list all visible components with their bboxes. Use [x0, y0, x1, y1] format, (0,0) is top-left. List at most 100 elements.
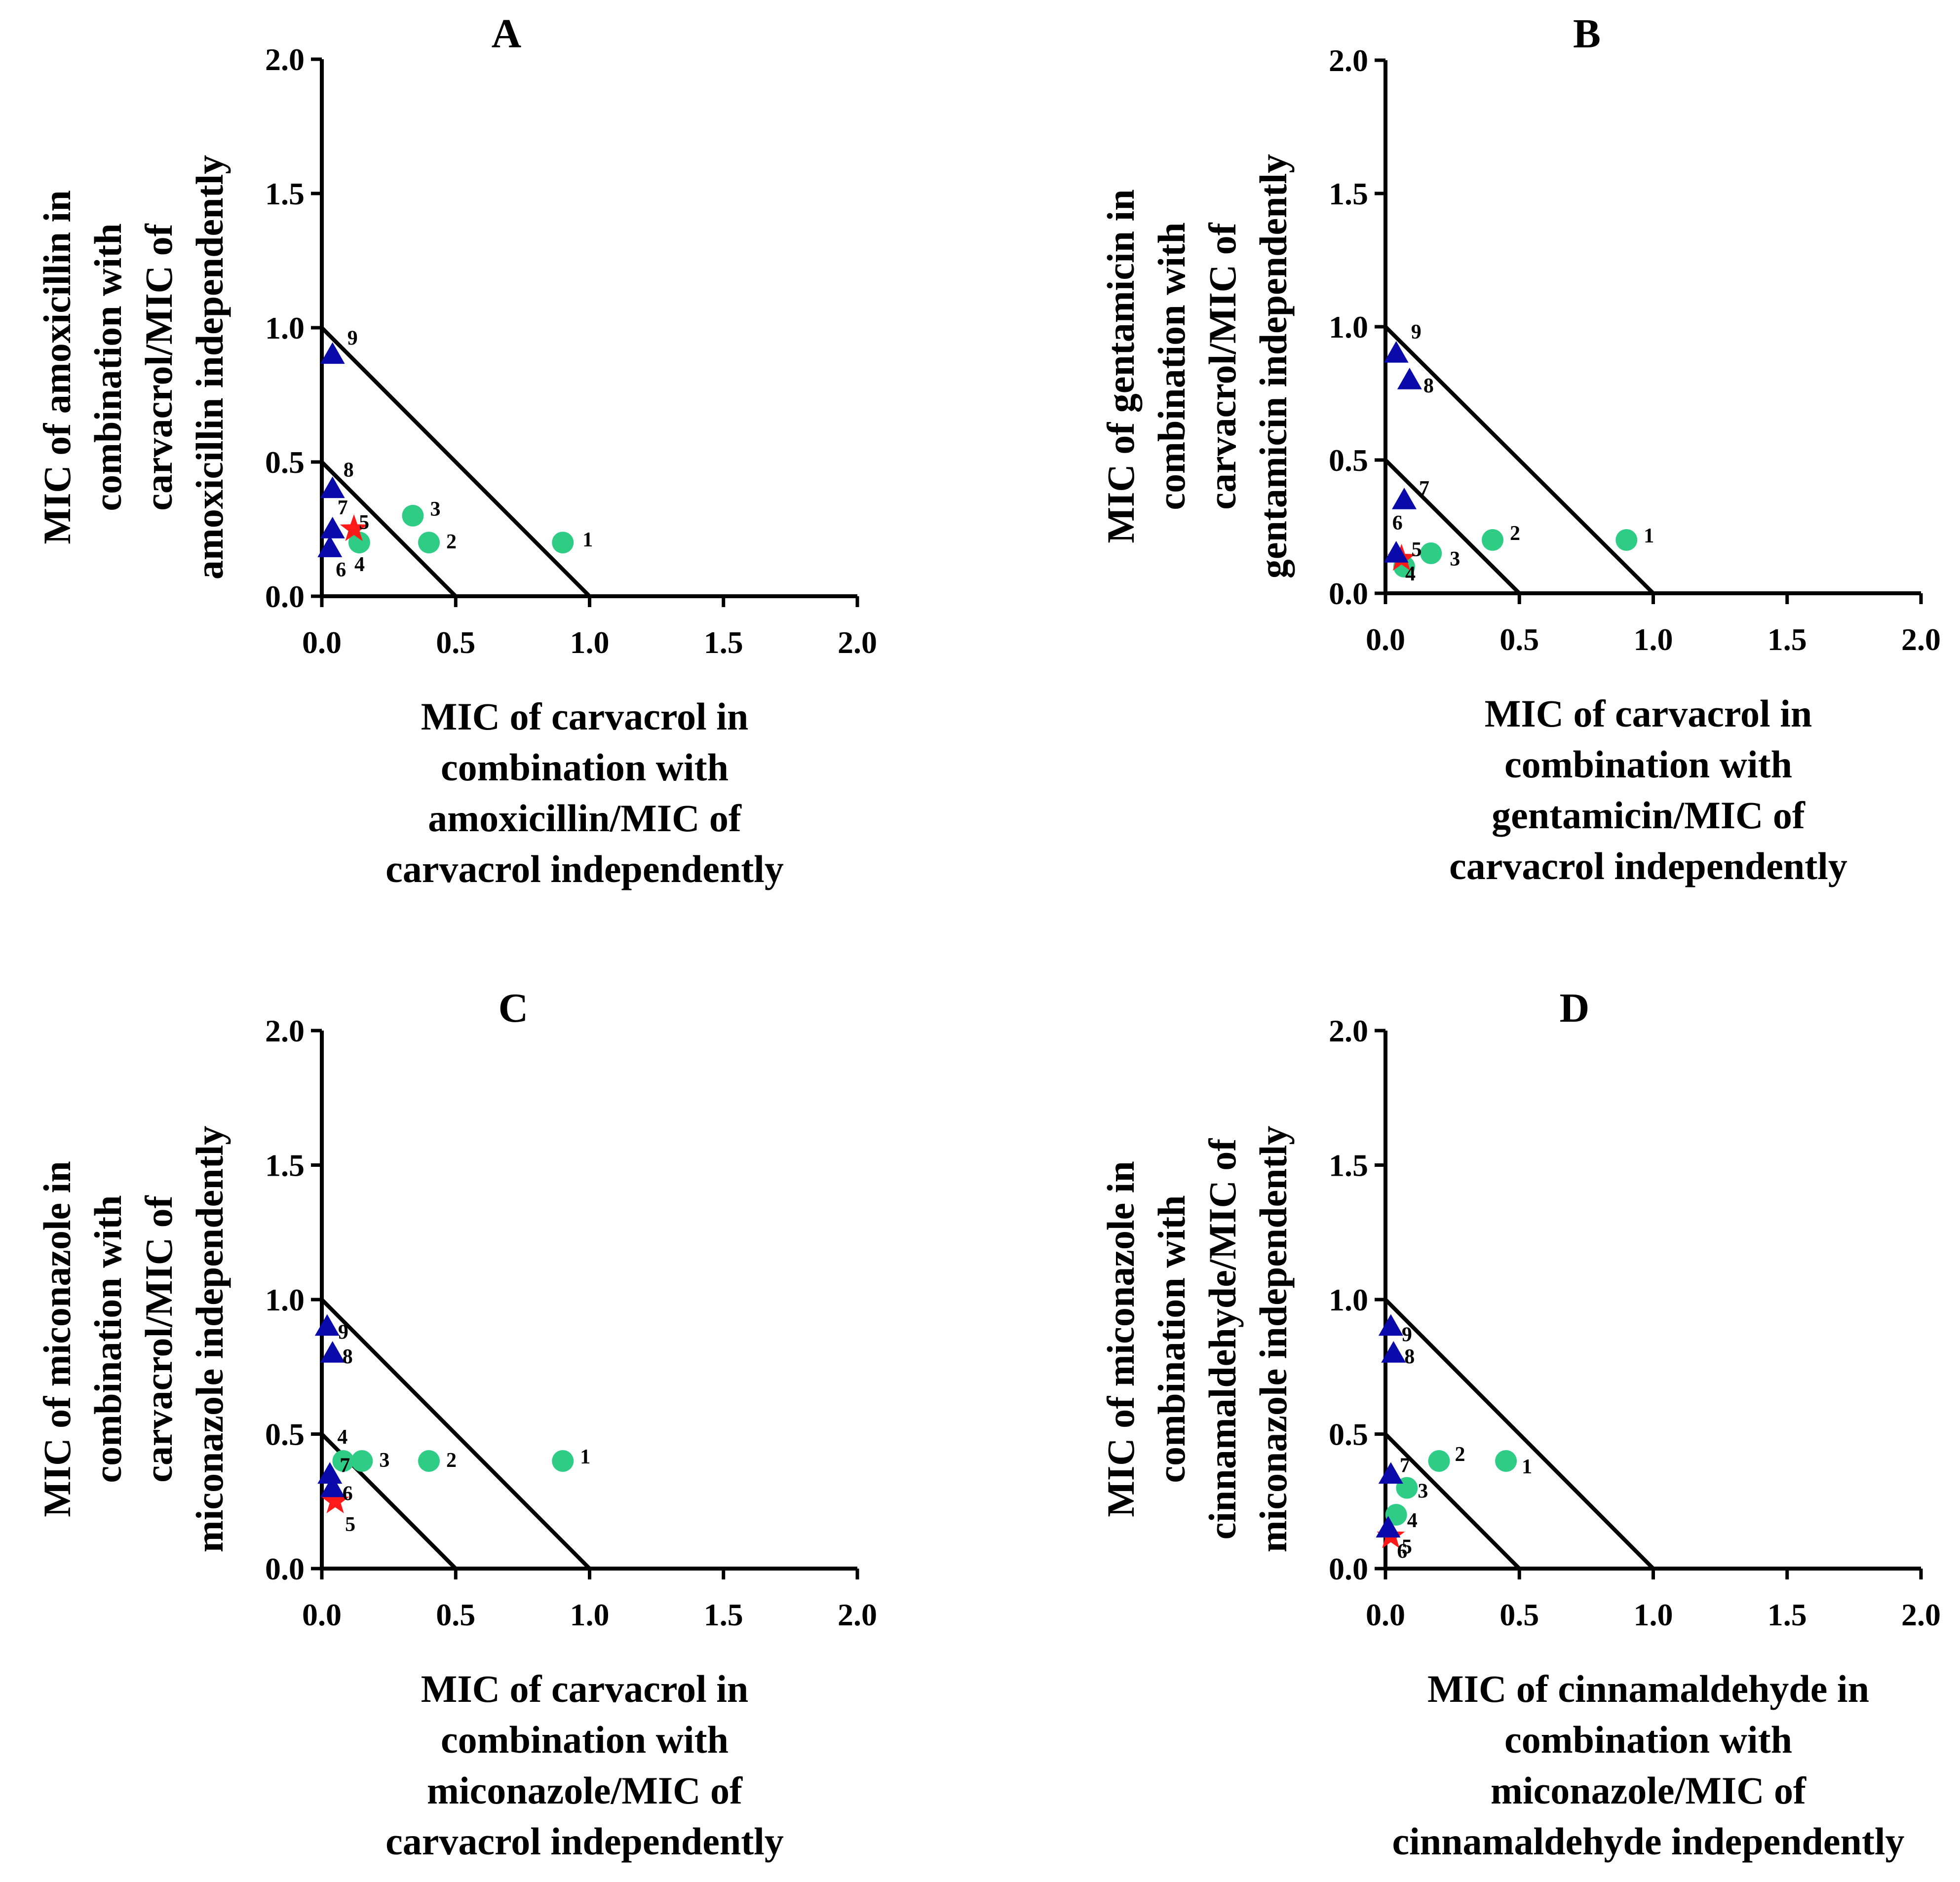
x-axis-label: combination with — [441, 1718, 729, 1761]
y-tick-label: 0.0 — [1329, 1551, 1368, 1586]
triangle-marker — [320, 517, 345, 538]
circle-marker — [1428, 1450, 1450, 1472]
x-tick-label: 1.0 — [1634, 622, 1673, 657]
y-tick-label: 0.5 — [1329, 1417, 1368, 1452]
circle-marker — [552, 532, 574, 554]
x-axis-label: miconazole/MIC of — [427, 1769, 743, 1812]
x-axis-label: carvacrol independently — [1449, 845, 1847, 887]
y-axis-label-group: MIC of miconazole in combination with cinn… — [1099, 1126, 1295, 1553]
y-axis-label: MIC of gentamicin in — [1099, 189, 1142, 543]
x-axis-label: MIC of carvacrol in — [1485, 692, 1812, 735]
x-tick-label: 0.5 — [436, 625, 475, 660]
data-point: 8 — [320, 1341, 353, 1368]
y-axis-label: carvacrol/MIC of — [137, 223, 180, 510]
circle-marker — [1482, 529, 1503, 551]
panel-d: D 0.0 0.5 1.0 1.5 2.0 0.0 0.5 1.0 1.5 2.0 MIC of ci… — [1099, 985, 1941, 1863]
point-label: 9 — [338, 1321, 348, 1344]
triangle-marker — [317, 1462, 343, 1484]
y-axis-label: cinnamaldehyde/MIC of — [1201, 1138, 1244, 1540]
fici-1.0-line — [320, 326, 591, 598]
data-point: 6 — [320, 1475, 353, 1505]
y-axis-label: gentamicin independently — [1252, 154, 1295, 578]
x-axis-label: amoxicillin/MIC of — [428, 797, 742, 840]
data-point: 9 — [320, 327, 358, 364]
y-axis-label: combination with — [86, 1195, 129, 1483]
data-point: 3 — [402, 498, 440, 527]
point-label: 6 — [336, 559, 346, 581]
fici-1.0-line — [320, 1298, 591, 1570]
data-point: 1 — [1495, 1450, 1532, 1478]
x-tick-label: 2.0 — [838, 1597, 877, 1632]
x-tick-label: 1.5 — [704, 1597, 743, 1632]
point-label: 8 — [1404, 1345, 1415, 1368]
x-axis-label: cinnamaldehyde independently — [1392, 1820, 1904, 1863]
triangle-marker — [1391, 488, 1417, 509]
triangle-marker — [1384, 541, 1409, 563]
x-tick-label: 0.5 — [1499, 622, 1539, 657]
y-axis-label: amoxicillin independently — [188, 155, 231, 579]
point-label: 2 — [1455, 1443, 1465, 1466]
y-tick-label: 1.5 — [265, 1148, 305, 1183]
y-axis-label: combination with — [1150, 1195, 1193, 1483]
x-tick-label: 1.0 — [570, 1597, 610, 1632]
data-point: 3 — [1420, 542, 1460, 571]
circle-marker — [418, 1450, 440, 1472]
data-point: 1 — [1615, 525, 1654, 551]
point-label: 2 — [446, 531, 457, 553]
data-point: 2 — [418, 531, 457, 554]
data-point: 3 — [351, 1449, 389, 1472]
data-point: 5 — [340, 511, 369, 541]
x-tick-label: 0.0 — [1366, 622, 1405, 657]
point-label: 8 — [343, 1345, 353, 1368]
star-marker — [321, 1486, 349, 1513]
circle-marker — [351, 1450, 373, 1472]
y-axis-label: carvacrol/MIC of — [1201, 222, 1244, 509]
point-label: 1 — [1644, 525, 1654, 547]
x-tick-label: 2.0 — [838, 625, 877, 660]
panel-title: B — [1573, 11, 1601, 57]
y-tick-label: 1.0 — [1329, 1282, 1368, 1317]
point-label: 9 — [347, 327, 358, 349]
x-axis-label: carvacrol independently — [385, 1820, 784, 1863]
circle-marker — [1420, 542, 1442, 564]
y-axis-label: combination with — [86, 224, 129, 511]
panel-b: B 0.0 0.5 1.0 1.5 2.0 0.0 0.5 1.0 1.5 2.0 MIC of ca… — [1099, 11, 1941, 887]
x-axis-label: combination with — [1504, 743, 1792, 786]
point-label: 3 — [430, 498, 440, 521]
x-axis-label: combination with — [1504, 1718, 1792, 1761]
point-label: 3 — [379, 1449, 389, 1472]
data-point: 9 — [1384, 321, 1422, 363]
point-label: 2 — [446, 1449, 457, 1472]
y-tick-label: 1.5 — [265, 176, 305, 211]
y-tick-label: 2.0 — [265, 1013, 305, 1048]
point-label: 5 — [359, 511, 369, 534]
data-point: 6 — [317, 536, 346, 581]
data-point: 4 — [348, 532, 370, 576]
point-label: 7 — [1400, 1454, 1410, 1477]
data-point: 5 — [321, 1486, 355, 1536]
point-label: 4 — [337, 1426, 347, 1449]
triangle-marker — [1381, 1341, 1406, 1363]
point-label: 5 — [345, 1513, 355, 1536]
fici-0.5-line — [1384, 459, 1521, 595]
fici-0.5-line — [1384, 1432, 1521, 1570]
point-label: 9 — [1411, 321, 1422, 344]
x-tick-label: 1.5 — [1768, 622, 1807, 657]
y-axis-label: MIC of miconazole in — [1099, 1161, 1142, 1517]
circle-marker — [1495, 1450, 1517, 1472]
x-tick-label: 1.5 — [704, 625, 743, 660]
x-axis-label: MIC of cinnamaldehyde in — [1427, 1667, 1869, 1710]
x-tick-label: 1.0 — [1634, 1597, 1673, 1632]
x-axis-label: MIC of carvacrol in — [421, 1667, 749, 1710]
y-tick-label: 1.0 — [265, 1282, 305, 1317]
triangle-marker — [320, 476, 345, 499]
circle-marker — [552, 1450, 574, 1472]
y-tick-label: 1.5 — [1329, 176, 1368, 211]
triangle-marker — [1378, 1314, 1403, 1336]
triangle-marker — [1378, 1462, 1403, 1484]
data-point: 8 — [320, 459, 354, 499]
point-label: 3 — [1450, 548, 1460, 571]
triangle-marker — [320, 342, 345, 364]
y-axis-label-group: MIC of miconazole in combination with carv… — [36, 1126, 231, 1553]
